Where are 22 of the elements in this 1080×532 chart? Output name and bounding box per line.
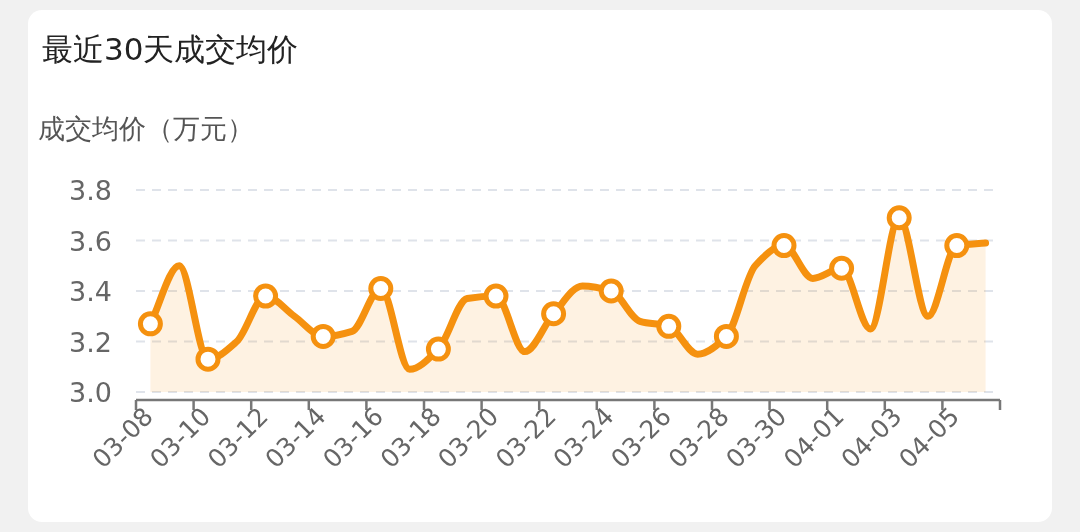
point <box>656 313 682 339</box>
y-tick-label: 3.4 <box>69 276 112 307</box>
point <box>425 336 451 362</box>
point <box>886 205 912 231</box>
point <box>598 278 624 304</box>
point <box>771 233 797 259</box>
point <box>253 283 279 309</box>
y-tick-label: 3.6 <box>69 225 112 257</box>
point <box>944 233 970 259</box>
point <box>195 346 221 372</box>
point <box>713 323 739 349</box>
title: 最近30天成交均价 <box>42 31 299 67</box>
y-tick-label: 3.0 <box>69 377 112 408</box>
ylabel: 成交均价（万元） <box>38 113 254 144</box>
point <box>541 301 567 327</box>
y-tick-label: 3.8 <box>69 175 112 206</box>
point <box>483 283 509 309</box>
point <box>829 255 855 281</box>
y-tick-label: 3.2 <box>69 326 112 358</box>
point <box>368 275 394 301</box>
point <box>310 323 336 349</box>
point <box>137 311 163 337</box>
